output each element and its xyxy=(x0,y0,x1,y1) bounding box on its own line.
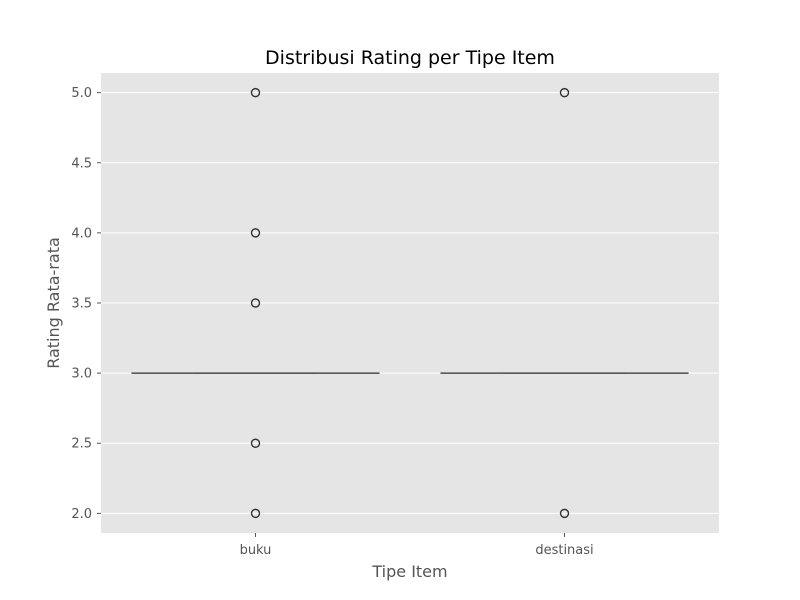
box-plots xyxy=(131,87,689,519)
x-axis-label: Tipe Item xyxy=(371,562,447,581)
outlier-point-buku xyxy=(250,228,261,238)
tick-labels: 2.0 2.5 3.0 3.5 4.0 4.5 5.0 buku destinasi xyxy=(71,86,593,558)
outlier-point-buku xyxy=(250,87,261,98)
chart-title: Distribusi Rating per Tipe Item xyxy=(265,47,555,69)
outlier-point-buku xyxy=(250,508,261,519)
box-group-destinasi xyxy=(440,87,689,519)
outlier-point-buku xyxy=(250,298,261,308)
x-tick-label: buku xyxy=(240,543,272,558)
y-tick-label: 4.5 xyxy=(71,156,92,171)
y-tick-label: 3.0 xyxy=(71,367,92,382)
y-tick-label: 2.5 xyxy=(71,437,92,452)
x-tick-label: destinasi xyxy=(535,543,593,558)
box-group-buku xyxy=(131,87,380,519)
y-tick-label: 2.0 xyxy=(71,507,92,522)
y-tick-label: 4.0 xyxy=(71,226,92,241)
y-tick-label: 5.0 xyxy=(71,86,92,101)
y-tick-label: 3.5 xyxy=(71,297,92,312)
outlier-point-destinasi xyxy=(559,87,570,98)
outlier-point-buku xyxy=(250,438,261,448)
y-axis-label: Rating Rata-rata xyxy=(44,237,63,369)
outlier-point-destinasi xyxy=(559,508,570,519)
